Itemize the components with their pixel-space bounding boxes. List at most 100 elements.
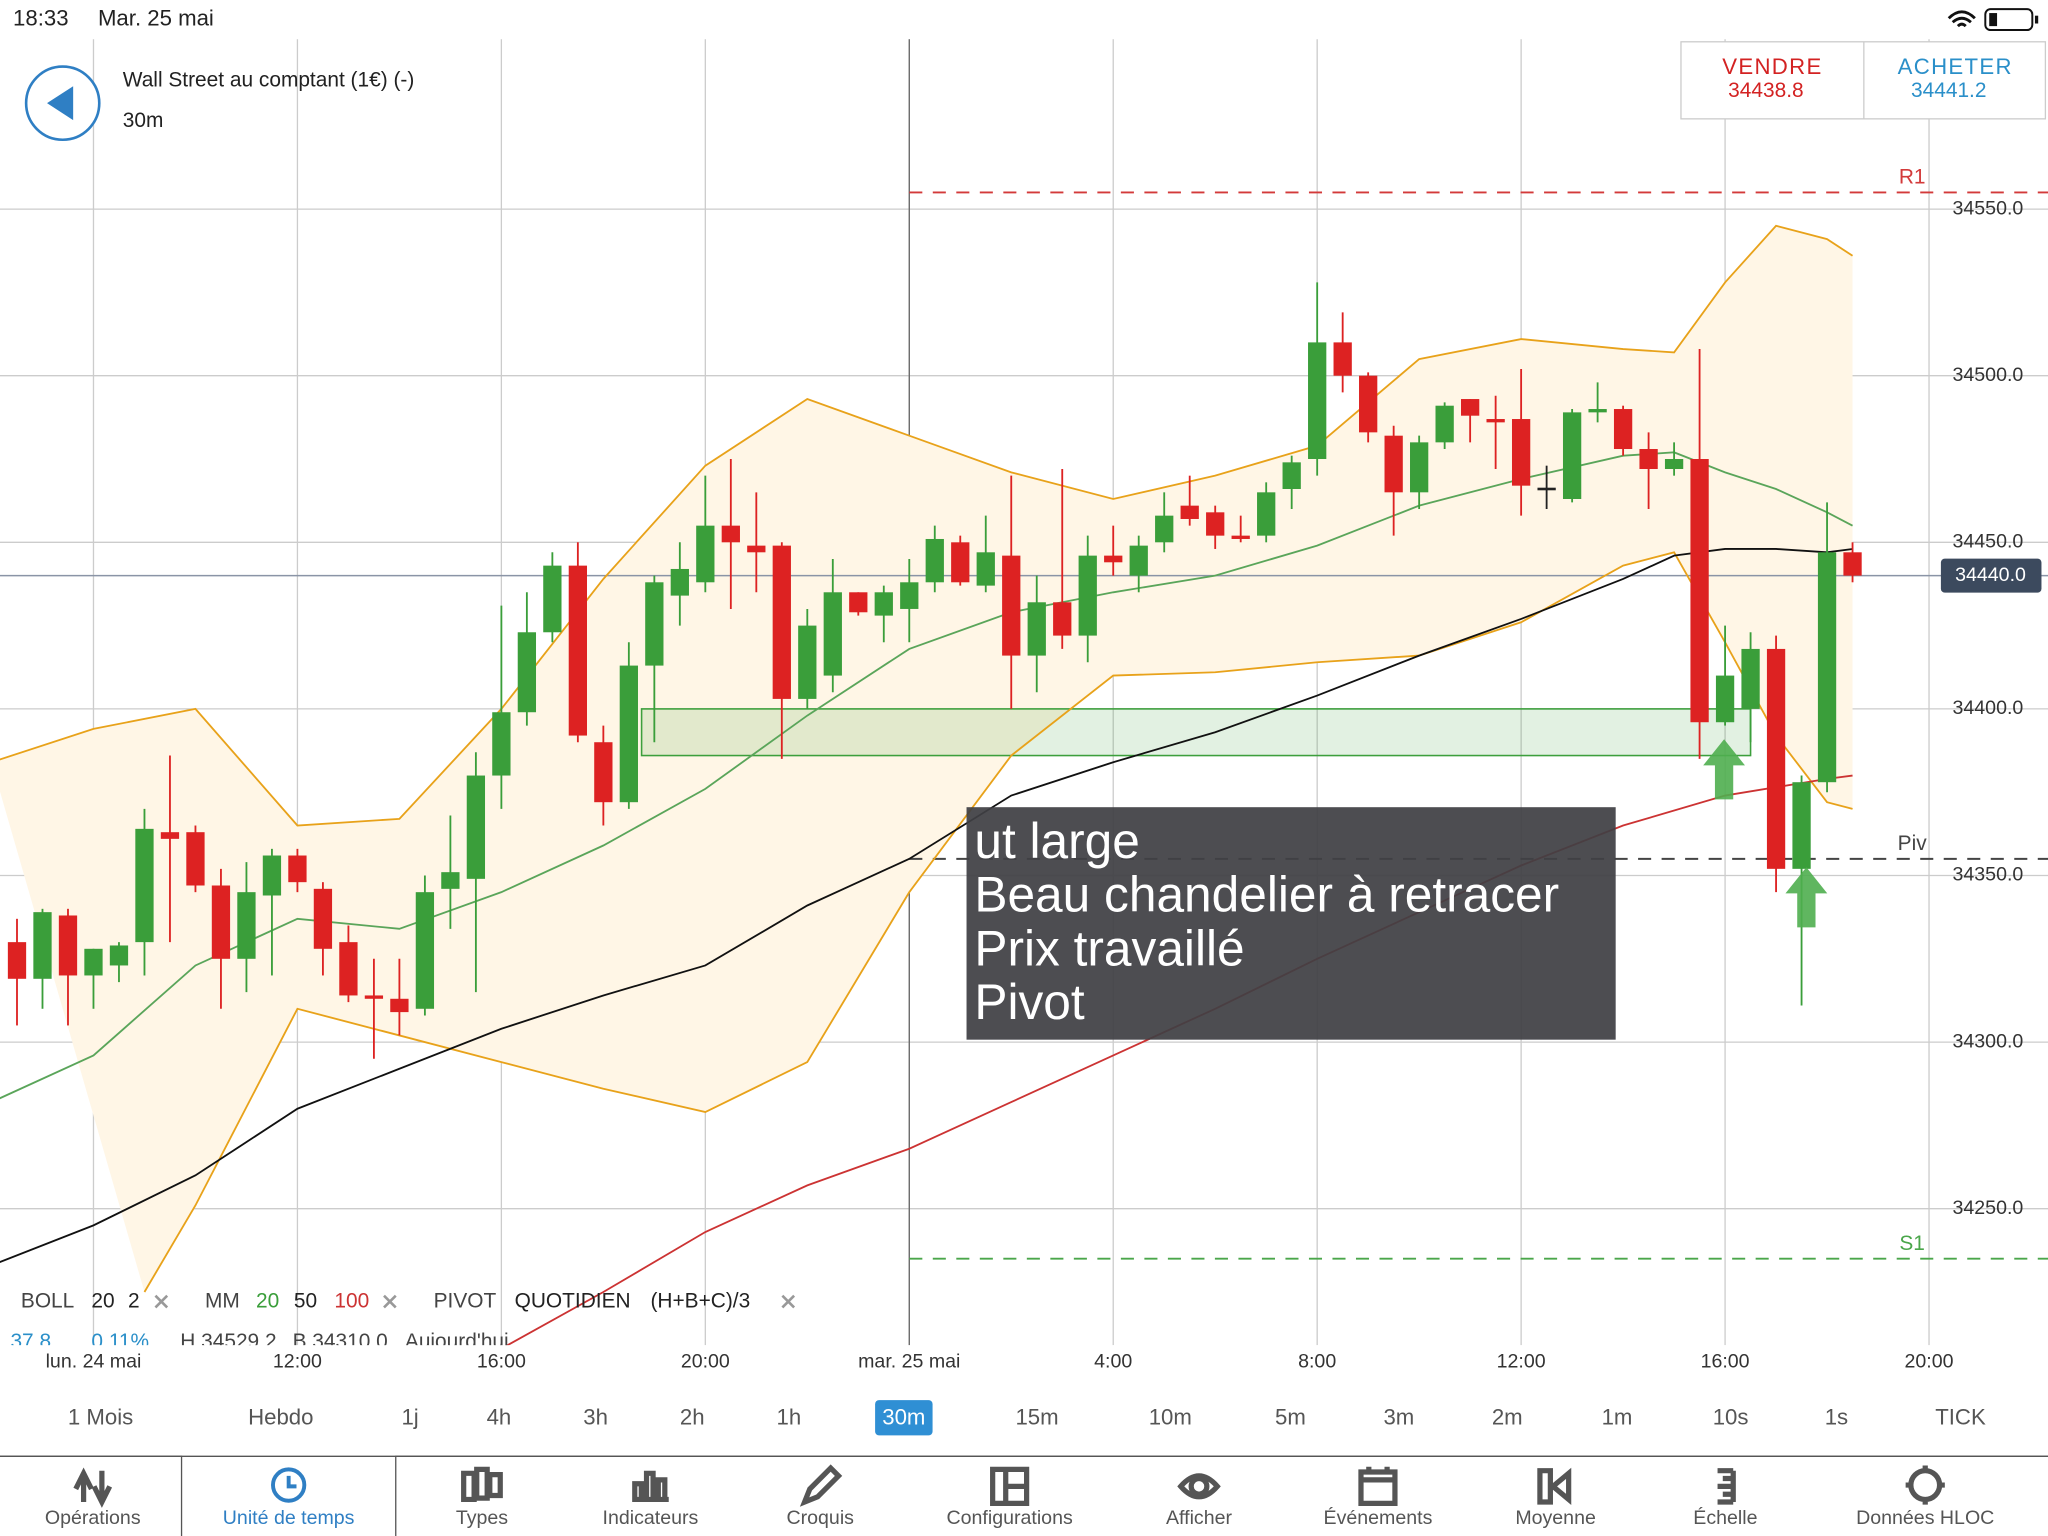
toolbar-icon[interactable] [286, 1475, 297, 1489]
toolbar-icon[interactable] [73, 1467, 113, 1508]
toolbar-label[interactable]: Configurations [947, 1507, 1073, 1529]
sell-price[interactable]: 34438.8 [1728, 79, 1803, 102]
timeframe-option[interactable]: 1m [1602, 1404, 1633, 1429]
timeframe-option[interactable]: 1s [1825, 1404, 1848, 1429]
candle-body [1231, 535, 1250, 539]
legend-mm-20: 20 [256, 1290, 279, 1313]
candle-body [109, 945, 129, 966]
remove-mm[interactable] [383, 1294, 397, 1309]
candle-body [951, 542, 970, 583]
toolbar-label[interactable]: Moyenne [1515, 1507, 1596, 1529]
x-tick-label: 20:00 [681, 1350, 730, 1372]
candle-body [1359, 375, 1378, 433]
y-tick-label: 34500.0 [1953, 364, 2024, 386]
x-tick-label: 12:00 [1497, 1350, 1546, 1372]
y-tick-label: 34400.0 [1953, 697, 2024, 719]
back-button[interactable] [24, 65, 101, 142]
toolbar-label[interactable]: Données HLOC [1856, 1507, 1994, 1529]
status-time: 18:33 [13, 5, 69, 30]
timeframe-option[interactable]: 1j [401, 1404, 418, 1429]
candle-body [1486, 419, 1505, 423]
timeframe-option[interactable]: 1h [777, 1404, 802, 1429]
toolbar-label[interactable]: Unité de temps [223, 1507, 355, 1529]
indicator-legend: BOLL 20 2 MM 20 50 100 PIVOT QUOTIDIEN (… [21, 1290, 796, 1313]
x-tick-label: 16:00 [1701, 1350, 1750, 1372]
price-zone [640, 708, 1752, 757]
timeframe-option[interactable]: 3m [1383, 1404, 1414, 1429]
candle-body [1766, 648, 1786, 869]
legend-mm-50: 50 [294, 1290, 317, 1313]
x-tick-label: mar. 25 mai [858, 1350, 960, 1372]
toolbar-icon[interactable] [632, 1470, 669, 1503]
candle-body [288, 855, 307, 883]
stat-period: Aujourd'hui [405, 1330, 509, 1353]
timeframe-option[interactable]: 4h [487, 1404, 512, 1429]
timeframe-option[interactable]: 1 Mois [68, 1404, 133, 1429]
toolbar-label[interactable]: Événements [1324, 1506, 1433, 1529]
candle-body [1384, 435, 1403, 493]
timeframe-option[interactable]: 3h [583, 1404, 608, 1429]
toolbar-label[interactable]: Opérations [45, 1507, 141, 1529]
candle-body [160, 832, 180, 839]
candle-body [1104, 555, 1123, 563]
toolbar-icon[interactable] [799, 1464, 843, 1507]
timeframe-option[interactable]: 10m [1149, 1404, 1192, 1429]
candle-body [798, 625, 817, 699]
sell-label[interactable]: VENDRE [1722, 54, 1822, 79]
pivot-label: S1 [1899, 1232, 1925, 1255]
status-icons [1947, 8, 2039, 32]
timeframe-option[interactable]: 15m [1015, 1404, 1058, 1429]
x-tick-label: 4:00 [1094, 1350, 1132, 1372]
legend-mm: MM [205, 1290, 240, 1313]
timeframe-option[interactable]: 2m [1492, 1404, 1523, 1429]
candle-body [1664, 459, 1684, 470]
candle-body [186, 832, 205, 886]
candle-body [1690, 459, 1709, 723]
x-tick-label: 12:00 [273, 1350, 322, 1372]
toolbar-label[interactable]: Indicateurs [603, 1507, 699, 1529]
sell-button[interactable]: VENDRE 34438.8 [1722, 54, 1822, 102]
buy-label[interactable]: ACHETER [1898, 54, 2013, 79]
candle-body [823, 592, 842, 676]
toolbar-label[interactable]: Échelle [1693, 1506, 1757, 1529]
stat-change-pct: 0.11% [91, 1330, 149, 1353]
timeframe-option[interactable]: 10s [1713, 1404, 1749, 1429]
remove-pivot[interactable] [781, 1294, 796, 1309]
remove-boll[interactable] [154, 1294, 169, 1309]
timeframe-option[interactable]: 2h [680, 1404, 705, 1429]
candle-body [1333, 342, 1352, 376]
toolbar-icon[interactable] [461, 1466, 503, 1503]
toolbar-icon[interactable] [990, 1466, 1030, 1506]
legend-pivot-type: QUOTIDIEN [515, 1290, 631, 1313]
toolbar-icon[interactable] [1177, 1473, 1221, 1500]
candle-body [874, 592, 893, 616]
timeframe-option[interactable]: 5m [1275, 1404, 1306, 1429]
annotation-text: Prix travaillé [974, 920, 1244, 976]
stats-row: 37.8 0.11% H 34529.2 B 34310.0 Aujourd'h… [10, 1330, 509, 1353]
toolbar-label[interactable]: Afficher [1166, 1507, 1232, 1529]
buy-button[interactable]: ACHETER 34441.2 [1898, 54, 2013, 102]
toolbar-label[interactable]: Croquis [787, 1507, 855, 1529]
toolbar-icon[interactable] [271, 1467, 307, 1503]
toolbar-icon[interactable] [1537, 1467, 1572, 1506]
candle-body [645, 582, 664, 666]
timeframe-option[interactable]: Hebdo [248, 1404, 313, 1429]
candle-body [1078, 555, 1097, 636]
candle-body [84, 948, 103, 976]
stat-low: B 34310.0 [293, 1330, 388, 1353]
timeframe-option[interactable]: TICK [1935, 1404, 1986, 1429]
toolbar-icon[interactable] [1905, 1465, 1945, 1505]
timeframe-selected[interactable] [875, 1400, 933, 1436]
candle-body [7, 942, 27, 979]
timeframe-option[interactable]: 30m [882, 1404, 925, 1429]
toolbar-icon[interactable] [1358, 1466, 1398, 1506]
y-tick-label: 34550.0 [1953, 197, 2024, 219]
buy-price[interactable]: 34441.2 [1911, 79, 1986, 102]
candle-body [364, 995, 384, 999]
candle-body [1537, 487, 1556, 491]
last-price-tag [1940, 558, 2042, 593]
candle-body [1817, 552, 1837, 783]
toolbar-label[interactable]: Types [456, 1507, 508, 1529]
toolbar-icon[interactable] [1717, 1468, 1736, 1505]
time-axis-band [0, 1345, 2048, 1385]
